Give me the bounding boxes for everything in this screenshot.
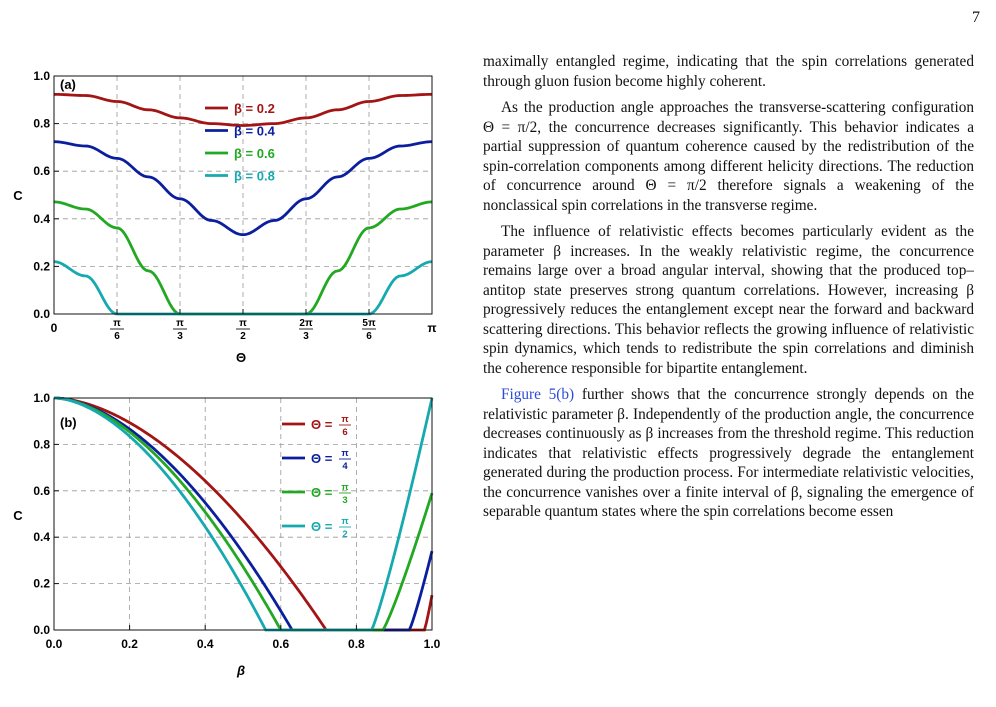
legend-a-label: β = 0.6 bbox=[234, 146, 275, 161]
y-tick-label: 0.6 bbox=[33, 484, 50, 498]
curve-a-series-2 bbox=[53, 140, 433, 237]
y-tick-label: 1.0 bbox=[33, 391, 50, 405]
legend-b-denominator: 6 bbox=[342, 427, 347, 438]
x-tick-label-text: 0.6 bbox=[272, 637, 289, 651]
x-tick-label: 1.0 bbox=[424, 637, 441, 651]
x-tick-label: 0.4 bbox=[197, 637, 214, 651]
x-tick-label-text: 0.4 bbox=[197, 637, 214, 651]
legend-b-denominator: 4 bbox=[342, 461, 348, 472]
x-tick-label: π2 bbox=[236, 318, 250, 342]
legend-b-numerator: π bbox=[341, 482, 349, 493]
x-tick-label-numerator: π bbox=[176, 318, 184, 329]
x-tick-label: π3 bbox=[173, 318, 187, 342]
panel-a-legend: β = 0.2 β = 0.4 β = 0.6 β = 0.8 bbox=[205, 101, 276, 184]
curve-a-series-1 bbox=[53, 92, 433, 127]
x-tick-label: 0.2 bbox=[121, 637, 138, 651]
x-tick-label: 5π6 bbox=[362, 318, 376, 342]
x-tick-label-text: 0.0 bbox=[46, 637, 63, 651]
x-tick-label-numerator: π bbox=[239, 318, 247, 329]
panel-a-label: (a) bbox=[60, 77, 76, 92]
legend-a-label: β = 0.4 bbox=[234, 124, 276, 139]
legend-b-denominator: 3 bbox=[342, 495, 347, 506]
legend-b-numerator: π bbox=[341, 414, 349, 425]
x-tick-label-denominator: 6 bbox=[366, 331, 372, 342]
y-tick-label: 0.6 bbox=[33, 164, 50, 178]
panel-b-curves bbox=[53, 396, 434, 632]
plot-frame bbox=[53, 397, 433, 631]
x-tick-label-denominator: 6 bbox=[114, 331, 120, 342]
y-tick-label: 0.2 bbox=[33, 259, 50, 273]
curve-b-series-1 bbox=[53, 396, 434, 632]
x-tick-label-numerator: 5π bbox=[362, 318, 376, 329]
x-tick-label: π6 bbox=[110, 318, 124, 342]
y-tick-label: 0.4 bbox=[33, 212, 50, 226]
x-tick-label: 0 bbox=[51, 321, 58, 335]
panel-b: 0.0 0.2 0.4 0.6 0.8 1.0 0.0 0.2 0.4 0.6 0.8 1.0 (b)… bbox=[13, 391, 440, 678]
y-tick-label: 0.0 bbox=[33, 307, 50, 321]
panel-b-xlabel: β bbox=[236, 663, 245, 678]
page-number: 7 bbox=[972, 9, 980, 26]
paragraph-3: The influence of relativistic effects be… bbox=[483, 223, 974, 377]
paragraph-1: maximally entangled regime, indicating t… bbox=[483, 53, 974, 90]
y-tick-label: 1.0 bbox=[33, 69, 50, 83]
legend-a-label: β = 0.2 bbox=[234, 101, 275, 116]
y-tick-label: 0.8 bbox=[33, 117, 50, 131]
x-tick-label-text: 0.8 bbox=[348, 637, 365, 651]
paragraph-4-text: further shows that the concurrence stron… bbox=[483, 386, 974, 520]
panel-b-label: (b) bbox=[60, 415, 77, 430]
legend-b-label: Θ = bbox=[311, 417, 333, 432]
x-tick-label-text: 0 bbox=[51, 321, 58, 335]
x-tick-label: π bbox=[427, 321, 436, 335]
y-tick-label: 0.8 bbox=[33, 437, 50, 451]
x-tick-label-numerator: 2π bbox=[299, 318, 313, 329]
y-tick-label: 0.4 bbox=[33, 530, 50, 544]
x-tick-label: 0.8 bbox=[348, 637, 365, 651]
paragraph-2: As the production angle approaches the t… bbox=[483, 99, 974, 214]
panel-b-grid bbox=[54, 397, 433, 630]
panel-a-xlabel: Θ bbox=[236, 350, 246, 365]
x-tick-label: 0.0 bbox=[46, 637, 63, 651]
legend-b-label: Θ = bbox=[311, 485, 333, 500]
panel-b-legend: Θ = π 6 Θ = π 4 Θ = π 3 Θ = π 2 bbox=[282, 414, 351, 540]
x-tick-label-text: π bbox=[427, 321, 436, 335]
legend-a-label: β = 0.8 bbox=[234, 169, 275, 184]
plot-frame bbox=[53, 75, 433, 315]
legend-b-numerator: π bbox=[341, 516, 349, 527]
x-tick-label-text: 0.2 bbox=[121, 637, 138, 651]
panel-b-ylabel: C bbox=[13, 508, 23, 523]
curve-b-series-2 bbox=[53, 396, 434, 632]
curve-b-series-4 bbox=[53, 396, 434, 632]
x-tick-label: 2π3 bbox=[299, 318, 313, 342]
figure-reference-link[interactable]: Figure 5(b) bbox=[501, 386, 575, 403]
x-tick-label-denominator: 3 bbox=[303, 331, 309, 342]
curve-b-series-3 bbox=[53, 396, 434, 632]
paragraph-4: Figure 5(b) further shows that the concu… bbox=[483, 385, 974, 522]
x-tick-label-text: 1.0 bbox=[424, 637, 441, 651]
legend-b-label: Θ = bbox=[311, 451, 333, 466]
y-tick-label: 0.0 bbox=[33, 623, 50, 637]
body-text: maximally entangled regime, indicating t… bbox=[483, 52, 974, 707]
x-tick-label-numerator: π bbox=[113, 318, 121, 329]
panel-a-ylabel: C bbox=[13, 188, 23, 203]
x-tick-label: 0.6 bbox=[272, 637, 289, 651]
y-tick-label: 0.2 bbox=[33, 577, 50, 591]
panel-b-axes: 0.0 0.2 0.4 0.6 0.8 1.0 0.0 0.2 0.4 0.6 0.8 1.0 bbox=[33, 391, 440, 651]
legend-b-denominator: 2 bbox=[342, 529, 347, 540]
x-tick-label-denominator: 3 bbox=[177, 331, 183, 342]
x-tick-label-denominator: 2 bbox=[240, 331, 246, 342]
legend-b-numerator: π bbox=[341, 448, 349, 459]
legend-b-label: Θ = bbox=[311, 519, 333, 534]
